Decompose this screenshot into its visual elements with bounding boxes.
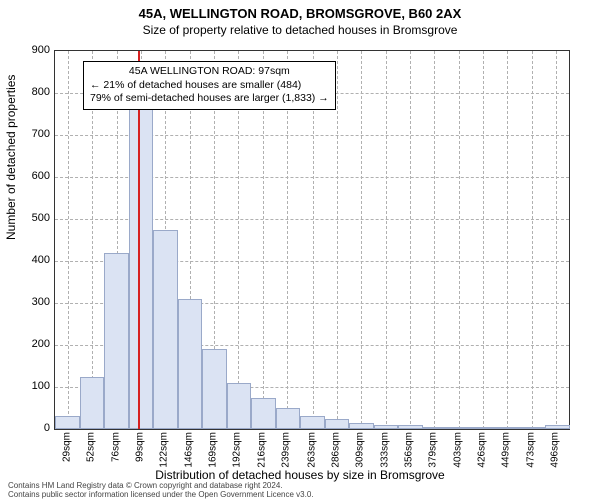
xtick-label: 122sqm bbox=[158, 432, 169, 468]
xtick-label: 333sqm bbox=[379, 432, 390, 468]
histogram-bar bbox=[325, 419, 349, 430]
histogram-bar bbox=[202, 349, 226, 429]
ytick-label: 200 bbox=[20, 338, 50, 350]
xtick-label: 426sqm bbox=[477, 432, 488, 468]
histogram-bar bbox=[55, 416, 79, 429]
credits-line-2: Contains public sector information licen… bbox=[8, 491, 314, 500]
xtick-label: 449sqm bbox=[501, 432, 512, 468]
xtick-label: 192sqm bbox=[232, 432, 243, 468]
histogram-bar bbox=[227, 383, 251, 429]
ytick-label: 500 bbox=[20, 212, 50, 224]
ytick-label: 400 bbox=[20, 254, 50, 266]
histogram-bar bbox=[545, 425, 569, 429]
x-axis-label: Distribution of detached houses by size … bbox=[0, 468, 600, 482]
xtick-label: 99sqm bbox=[134, 432, 145, 462]
histogram-bar bbox=[104, 253, 128, 429]
histogram-bar bbox=[398, 425, 422, 429]
histogram-bar bbox=[374, 425, 398, 429]
histogram-bar bbox=[251, 398, 275, 430]
ytick-label: 600 bbox=[20, 170, 50, 182]
gridline-v bbox=[483, 51, 484, 429]
gridline-v bbox=[361, 51, 362, 429]
histogram-bar bbox=[80, 377, 104, 430]
chart-super-title: 45A, WELLINGTON ROAD, BROMSGROVE, B60 2A… bbox=[0, 0, 600, 21]
gridline-v bbox=[68, 51, 69, 429]
xtick-label: 286sqm bbox=[330, 432, 341, 468]
chart-sub-title: Size of property relative to detached ho… bbox=[0, 21, 600, 37]
histogram-bar bbox=[129, 106, 153, 429]
histogram-bar bbox=[521, 427, 545, 429]
y-axis-label: Number of detached properties bbox=[4, 75, 18, 240]
annotation-box: 45A WELLINGTON ROAD: 97sqm ← 21% of deta… bbox=[83, 61, 336, 110]
gridline-v bbox=[532, 51, 533, 429]
xtick-label: 146sqm bbox=[184, 432, 195, 468]
annotation-line-2: ← 21% of detached houses are smaller (48… bbox=[90, 79, 329, 93]
ytick-label: 0 bbox=[20, 422, 50, 434]
annotation-line-1: 45A WELLINGTON ROAD: 97sqm bbox=[90, 65, 329, 79]
annotation-line-3: 79% of semi-detached houses are larger (… bbox=[90, 92, 329, 106]
ytick-label: 800 bbox=[20, 86, 50, 98]
ytick-label: 100 bbox=[20, 380, 50, 392]
xtick-label: 169sqm bbox=[208, 432, 219, 468]
ytick-label: 900 bbox=[20, 44, 50, 56]
gridline-v bbox=[434, 51, 435, 429]
histogram-bar bbox=[153, 230, 177, 430]
gridline-v bbox=[459, 51, 460, 429]
histogram-bar bbox=[276, 408, 300, 429]
histogram-bar bbox=[178, 299, 202, 429]
xtick-label: 496sqm bbox=[550, 432, 561, 468]
xtick-label: 379sqm bbox=[427, 432, 438, 468]
xtick-label: 309sqm bbox=[354, 432, 365, 468]
gridline-v bbox=[556, 51, 557, 429]
xtick-label: 52sqm bbox=[85, 432, 96, 462]
histogram-bar bbox=[423, 427, 447, 429]
chart-plot-area: 45A WELLINGTON ROAD: 97sqm ← 21% of deta… bbox=[54, 50, 570, 430]
histogram-bar bbox=[472, 427, 496, 429]
histogram-bar bbox=[349, 423, 373, 429]
gridline-v bbox=[386, 51, 387, 429]
xtick-label: 216sqm bbox=[257, 432, 268, 468]
histogram-bar bbox=[300, 416, 324, 429]
xtick-label: 473sqm bbox=[526, 432, 537, 468]
ytick-label: 700 bbox=[20, 128, 50, 140]
xtick-label: 263sqm bbox=[306, 432, 317, 468]
xtick-label: 239sqm bbox=[281, 432, 292, 468]
xtick-label: 356sqm bbox=[403, 432, 414, 468]
gridline-v bbox=[410, 51, 411, 429]
ytick-label: 300 bbox=[20, 296, 50, 308]
gridline-v bbox=[507, 51, 508, 429]
xtick-label: 29sqm bbox=[61, 432, 72, 462]
histogram-bar bbox=[447, 427, 471, 429]
xtick-label: 76sqm bbox=[110, 432, 121, 462]
credits-block: Contains HM Land Registry data © Crown c… bbox=[8, 482, 314, 500]
histogram-bar bbox=[496, 427, 520, 429]
xtick-label: 403sqm bbox=[453, 432, 464, 468]
gridline-v bbox=[337, 51, 338, 429]
